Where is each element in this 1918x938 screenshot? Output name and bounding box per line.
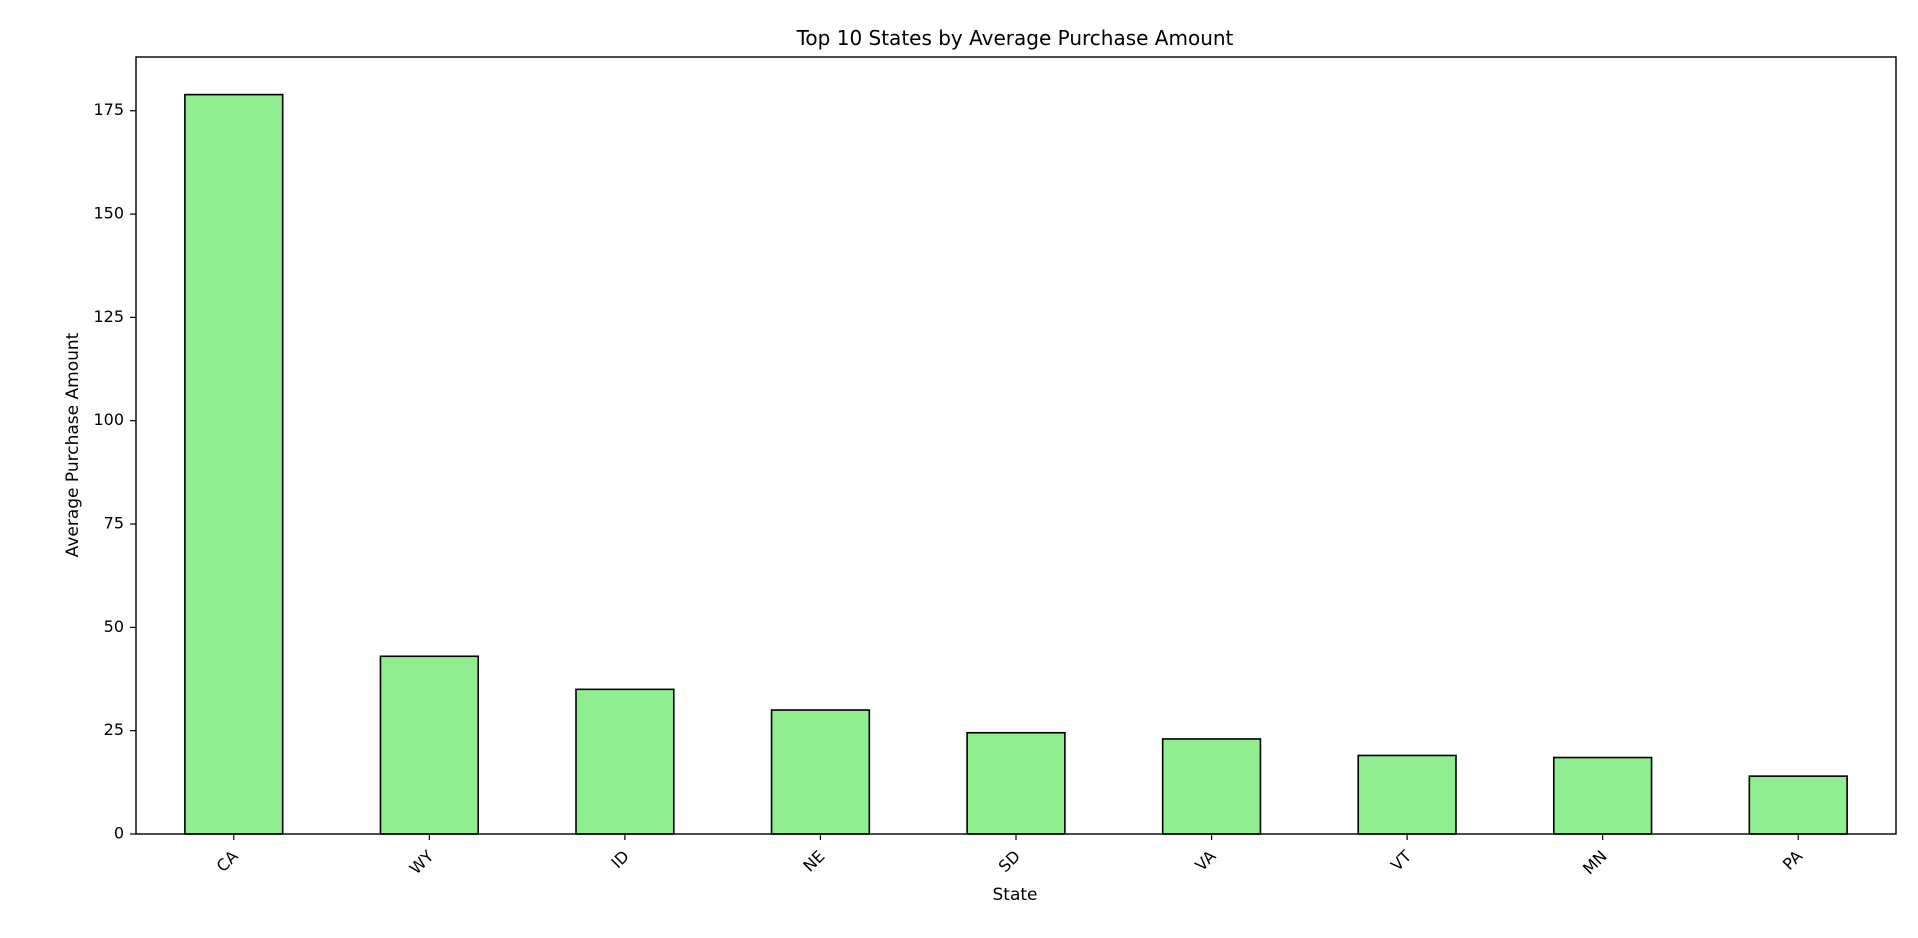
y-tick-label: 100 <box>93 410 124 429</box>
y-tick-label: 125 <box>93 307 124 326</box>
y-tick-label: 0 <box>114 824 124 843</box>
bar-sd <box>966 731 1066 835</box>
x-tick-label: NE <box>799 847 828 876</box>
y-axis: 0 25 50 75 100 125 150 175 <box>93 100 136 843</box>
bar-ca <box>184 93 284 835</box>
x-tick-label: MN <box>1579 847 1611 879</box>
x-tick-label: SD <box>995 847 1024 876</box>
y-tick-label: 175 <box>93 100 124 119</box>
y-tick-label: 25 <box>104 720 124 739</box>
x-tick-label: CA <box>213 847 242 876</box>
y-tick-label: 75 <box>104 514 124 533</box>
chart-title: Top 10 States by Average Purchase Amount <box>796 26 1234 50</box>
bar-pa <box>1748 775 1848 835</box>
y-tick-label: 50 <box>104 617 124 636</box>
bar-vt <box>1357 754 1457 835</box>
x-tick-label: WY <box>406 846 438 878</box>
y-axis-title: Average Purchase Amount <box>63 332 83 557</box>
bar-id <box>575 688 675 835</box>
bar-va <box>1161 738 1262 835</box>
bar-mn <box>1552 756 1653 835</box>
x-tick-label: VA <box>1191 847 1219 875</box>
x-tick-label: PA <box>1779 847 1806 874</box>
x-axis: CA WY ID NE SD VA VT MN PA <box>213 834 1806 879</box>
x-tick-label: ID <box>607 847 632 872</box>
x-axis-title: State <box>993 885 1038 905</box>
bars-group <box>184 93 1848 835</box>
bar-wy <box>379 655 480 835</box>
bar-ne <box>770 709 871 835</box>
y-tick-label: 150 <box>93 204 124 223</box>
x-tick-label: VT <box>1387 846 1415 874</box>
